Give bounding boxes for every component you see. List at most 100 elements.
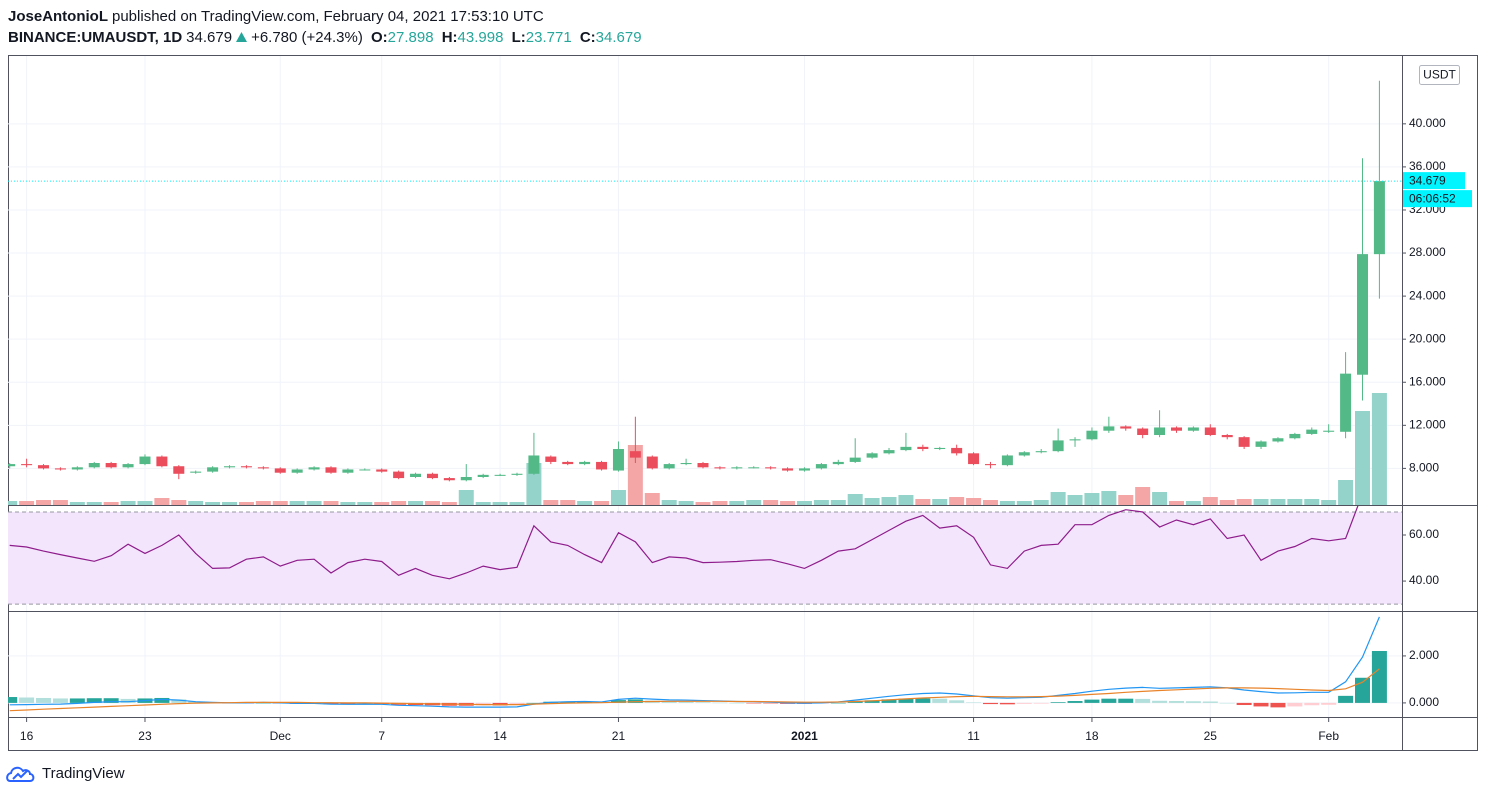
- volume-bar: [644, 493, 660, 505]
- macd-histogram-bar: [154, 697, 170, 703]
- volume-bar: [458, 490, 474, 505]
- currency-box: [1419, 65, 1460, 85]
- volume-bar: [289, 501, 305, 505]
- volume-bar: [1050, 492, 1066, 505]
- candle-body: [359, 469, 371, 471]
- macd-histogram-bar: [577, 701, 593, 703]
- candle-body: [579, 461, 591, 465]
- last-price: 34.679: [186, 29, 233, 46]
- volume-bar: [374, 502, 390, 505]
- ohlc-label: O:: [370, 29, 388, 46]
- volume-bar: [69, 502, 85, 505]
- macd-histogram-bar: [1118, 698, 1134, 703]
- volume-bar: [475, 502, 491, 505]
- macd-histogram-bar: [171, 699, 187, 703]
- macd-histogram-bar: [340, 702, 356, 705]
- countdown-box: [1403, 190, 1472, 208]
- rsi-line: [9, 506, 1359, 580]
- high-value: 43.998: [457, 29, 504, 46]
- volume-bar: [695, 502, 711, 505]
- chart-frame: [8, 55, 1478, 751]
- y-tick-label: 12.000: [1409, 417, 1446, 431]
- volume-bar: [780, 501, 796, 505]
- y-tick-label: 0.000: [1409, 695, 1439, 709]
- volume-bar: [171, 500, 187, 505]
- candle-body: [1018, 452, 1030, 456]
- volume-bar: [238, 502, 254, 505]
- volume-bar: [999, 501, 1015, 505]
- countdown-label: 06:06:52: [1409, 191, 1456, 205]
- macd-histogram-bar: [255, 702, 271, 704]
- candle-body: [832, 461, 844, 465]
- volume-bar: [424, 501, 440, 505]
- macd-histogram-bar: [712, 702, 728, 704]
- macd-histogram-bar: [36, 697, 52, 703]
- candle-body: [54, 468, 66, 470]
- ohlc-label: H:: [441, 29, 458, 46]
- volume-bar: [627, 445, 643, 505]
- volume-bar: [86, 502, 102, 505]
- y-tick-label: 60.00: [1409, 527, 1439, 541]
- volume-bar: [594, 501, 610, 505]
- y-tick-label: 40.00: [1409, 573, 1439, 587]
- candle-body: [71, 467, 83, 470]
- macd-histogram-bar: [1253, 702, 1269, 707]
- macd-histogram-bar: [1152, 700, 1168, 703]
- volume-bar: [36, 500, 52, 505]
- volume-bar: [982, 500, 998, 505]
- candle-body: [38, 465, 50, 469]
- macd-histogram-bar: [915, 698, 931, 703]
- candle-body: [139, 456, 151, 465]
- candle-body: [1357, 254, 1368, 375]
- macd-histogram-bar: [19, 697, 35, 703]
- volume-bar: [441, 502, 457, 505]
- macd-histogram-bar: [1084, 699, 1100, 703]
- volume-bar: [272, 501, 288, 505]
- volume-bar: [796, 501, 812, 505]
- volume-bar: [763, 500, 779, 505]
- candle-body: [1289, 433, 1301, 439]
- volume-bar: [1219, 500, 1235, 505]
- macd-histogram-bar: [982, 702, 998, 705]
- candle-body: [1204, 427, 1216, 436]
- candle-body: [173, 466, 185, 474]
- candle-body: [410, 473, 422, 478]
- candle-body: [122, 464, 134, 468]
- volume-bar: [408, 501, 424, 505]
- y-tick-label: 16.000: [1409, 374, 1446, 388]
- x-tick-label: 18: [1085, 729, 1099, 743]
- volume-bar: [1270, 499, 1286, 505]
- candle-body: [798, 468, 810, 471]
- candle-body: [308, 467, 320, 470]
- macd-histogram-bar: [1067, 701, 1083, 703]
- macd-histogram-bar: [864, 700, 880, 703]
- candle-body: [477, 474, 489, 478]
- candle-body: [849, 457, 861, 462]
- candle-body: [883, 450, 895, 454]
- macd-histogram-bar: [8, 697, 18, 703]
- x-tick-label: 2021: [791, 729, 818, 743]
- open-value: 27.898: [387, 29, 434, 46]
- volume-bar: [306, 501, 322, 505]
- macd-histogram-bar: [103, 698, 119, 703]
- rsi-band: [8, 511, 1402, 605]
- candle-body: [156, 456, 168, 467]
- volume-bar: [391, 501, 407, 505]
- rsi-pane: [8, 506, 1402, 605]
- low-value: 23.771: [525, 29, 572, 46]
- macd-histogram-bar: [1236, 702, 1252, 706]
- candle-body: [968, 453, 980, 465]
- volume-bar: [1304, 499, 1320, 505]
- volume-bar: [1135, 487, 1151, 505]
- volume-bar: [120, 501, 136, 505]
- candle-body: [951, 447, 963, 454]
- candle-body: [629, 451, 641, 458]
- macd-histogram-bar: [898, 698, 914, 703]
- candle-body: [325, 467, 337, 473]
- macd-histogram-bar: [526, 702, 542, 704]
- volume-bar: [509, 502, 525, 505]
- volume-bar: [19, 501, 35, 505]
- candle-body: [782, 468, 794, 471]
- candle-body: [697, 463, 709, 468]
- currency-label: USDT: [1423, 68, 1456, 82]
